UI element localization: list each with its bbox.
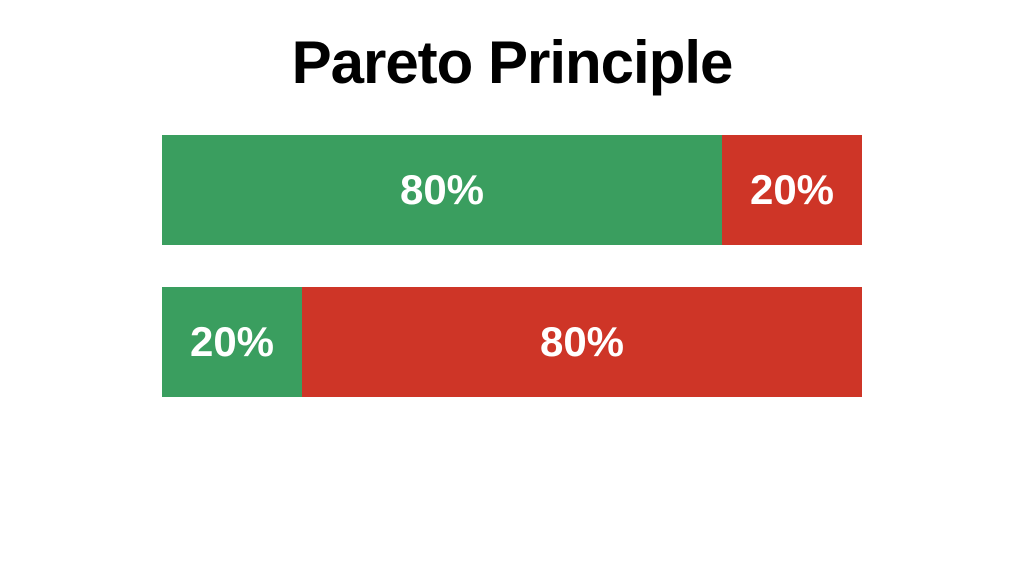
bar-row-1: 80% 20%	[162, 135, 862, 245]
bar-row-2: 20% 80%	[162, 287, 862, 397]
bar-1-segment-2: 20%	[722, 135, 862, 245]
page-title: Pareto Principle	[292, 28, 733, 97]
bar-1-segment-1: 80%	[162, 135, 722, 245]
bar-2-segment-1: 20%	[162, 287, 302, 397]
bar-2-segment-2: 80%	[302, 287, 862, 397]
bars-container: 80% 20% 20% 80%	[162, 135, 862, 397]
